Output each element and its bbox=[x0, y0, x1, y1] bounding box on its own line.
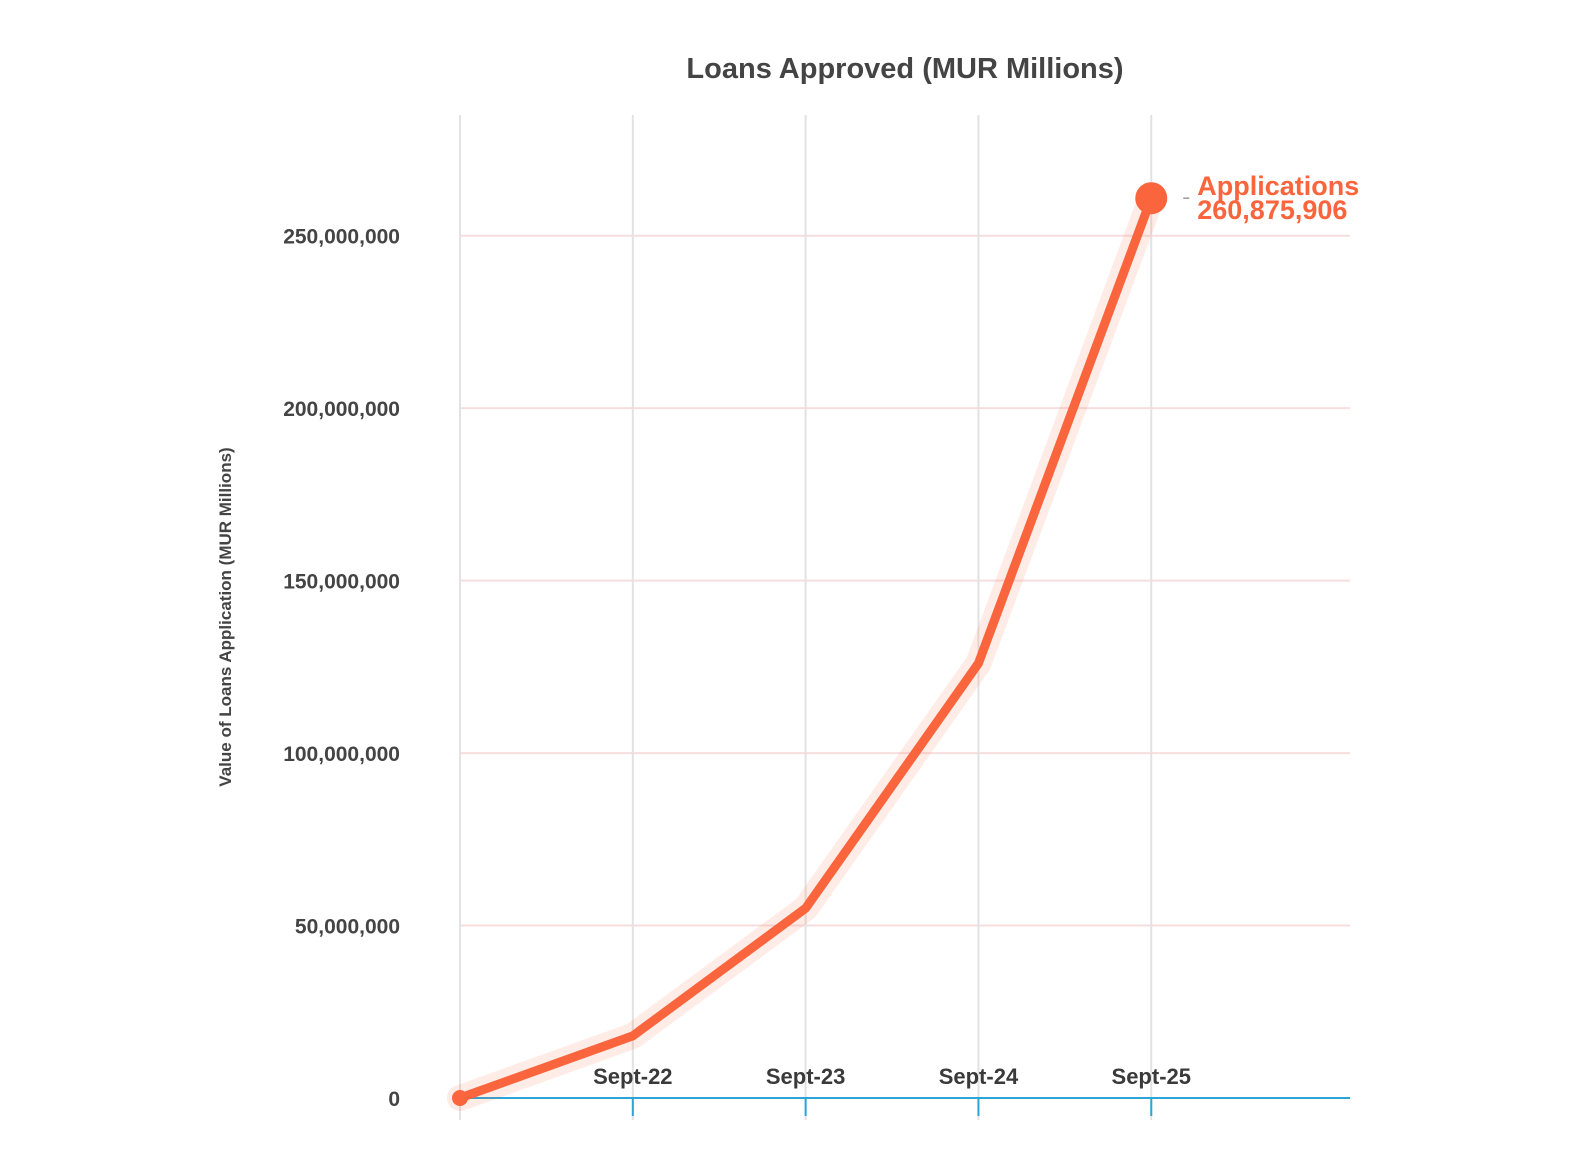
vertical-gridlines bbox=[459, 115, 1153, 1120]
y-tick-label: 200,000,000 bbox=[283, 398, 400, 421]
x-tick-label: Sept-22 bbox=[593, 1064, 672, 1089]
y-axis-label: Value of Loans Application (MUR Millions… bbox=[216, 447, 235, 786]
y-tick-label: 150,000,000 bbox=[283, 571, 400, 594]
start-point bbox=[452, 1090, 468, 1106]
x-tick-labels: Sept-22 Sept-23 Sept-24 Sept-25 bbox=[593, 1064, 1191, 1089]
series-line bbox=[455, 193, 1156, 1103]
x-tick-label: Sept-25 bbox=[1112, 1064, 1191, 1089]
y-tick-label: 0 bbox=[388, 1088, 400, 1111]
y-tick-label: 250,000,000 bbox=[283, 226, 400, 249]
horizontal-gridlines bbox=[460, 234, 1350, 927]
y-tick-labels: 0 50,000,000 100,000,000 150,000,000 200,000… bbox=[283, 226, 400, 1111]
y-tick-label: 100,000,000 bbox=[283, 743, 400, 766]
x-tick-label: Sept-24 bbox=[939, 1064, 1019, 1089]
annotation-value-label: 260,875,906 bbox=[1197, 195, 1347, 225]
chart-title: Loans Approved (MUR Millions) bbox=[686, 53, 1123, 85]
x-tick-label: Sept-23 bbox=[766, 1064, 845, 1089]
series-applications bbox=[447, 182, 1168, 1111]
y-tick-label: 50,000,000 bbox=[295, 916, 400, 939]
x-axis bbox=[460, 1097, 1350, 1116]
annotation-series-label: Applications bbox=[1197, 171, 1359, 201]
end-point bbox=[1135, 182, 1168, 215]
